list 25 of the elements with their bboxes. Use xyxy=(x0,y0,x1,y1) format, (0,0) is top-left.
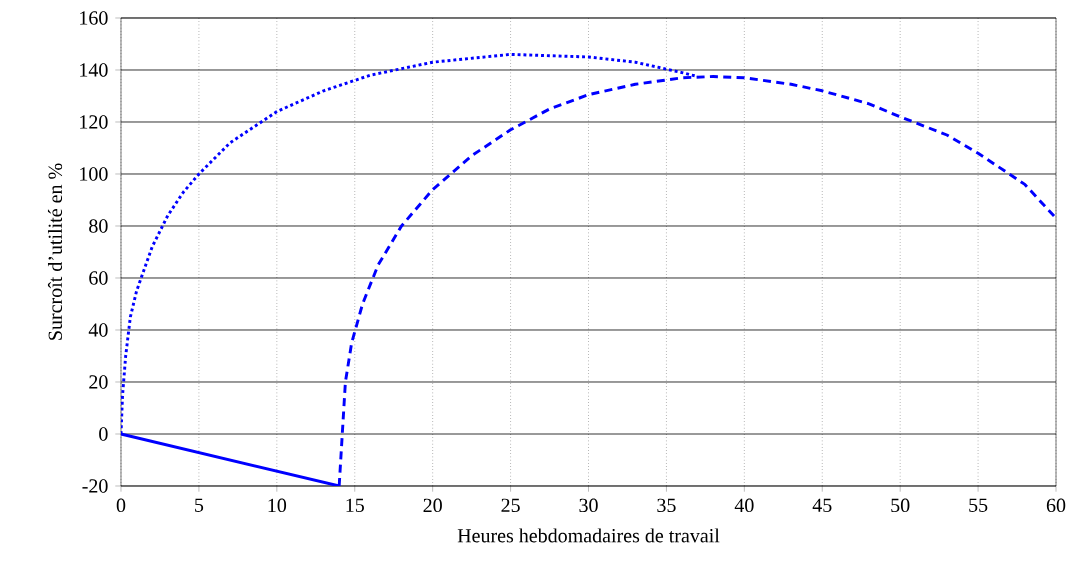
y-tick-label: 100 xyxy=(80,167,108,181)
x-tick-label: 45 xyxy=(812,498,832,512)
y-tick-label: 140 xyxy=(80,63,108,77)
x-tick-label: 10 xyxy=(268,498,287,513)
x-tick-label: 30 xyxy=(579,498,598,513)
y-tick-label: 80 xyxy=(89,219,108,233)
y-tick-label: 60 xyxy=(89,271,108,285)
x-tick-label: 50 xyxy=(891,498,910,513)
x-axis-title: Heures hebdomadaires de travail xyxy=(457,528,720,543)
y-tick-label: 0 xyxy=(99,427,108,441)
y-tick-label: 20 xyxy=(89,375,108,389)
y-axis-title: Surcroît d’utilité en % xyxy=(47,163,63,340)
y-tick-label: -20 xyxy=(82,479,108,493)
x-tick-label: 40 xyxy=(734,498,754,513)
x-tick-label: 35 xyxy=(657,498,676,513)
y-tick-label: 40 xyxy=(88,323,108,337)
x-tick-label: 15 xyxy=(346,498,364,513)
x-tick-label: 5 xyxy=(195,498,204,512)
x-tick-label: 25 xyxy=(501,498,520,513)
x-tick-label: 20 xyxy=(423,498,442,513)
x-tick-label: 60 xyxy=(1046,498,1066,513)
x-tick-label: 0 xyxy=(116,498,126,513)
x-tick-label: 55 xyxy=(969,498,988,512)
y-tick-label: 160 xyxy=(80,11,108,25)
y-tick-label: 120 xyxy=(80,115,108,129)
